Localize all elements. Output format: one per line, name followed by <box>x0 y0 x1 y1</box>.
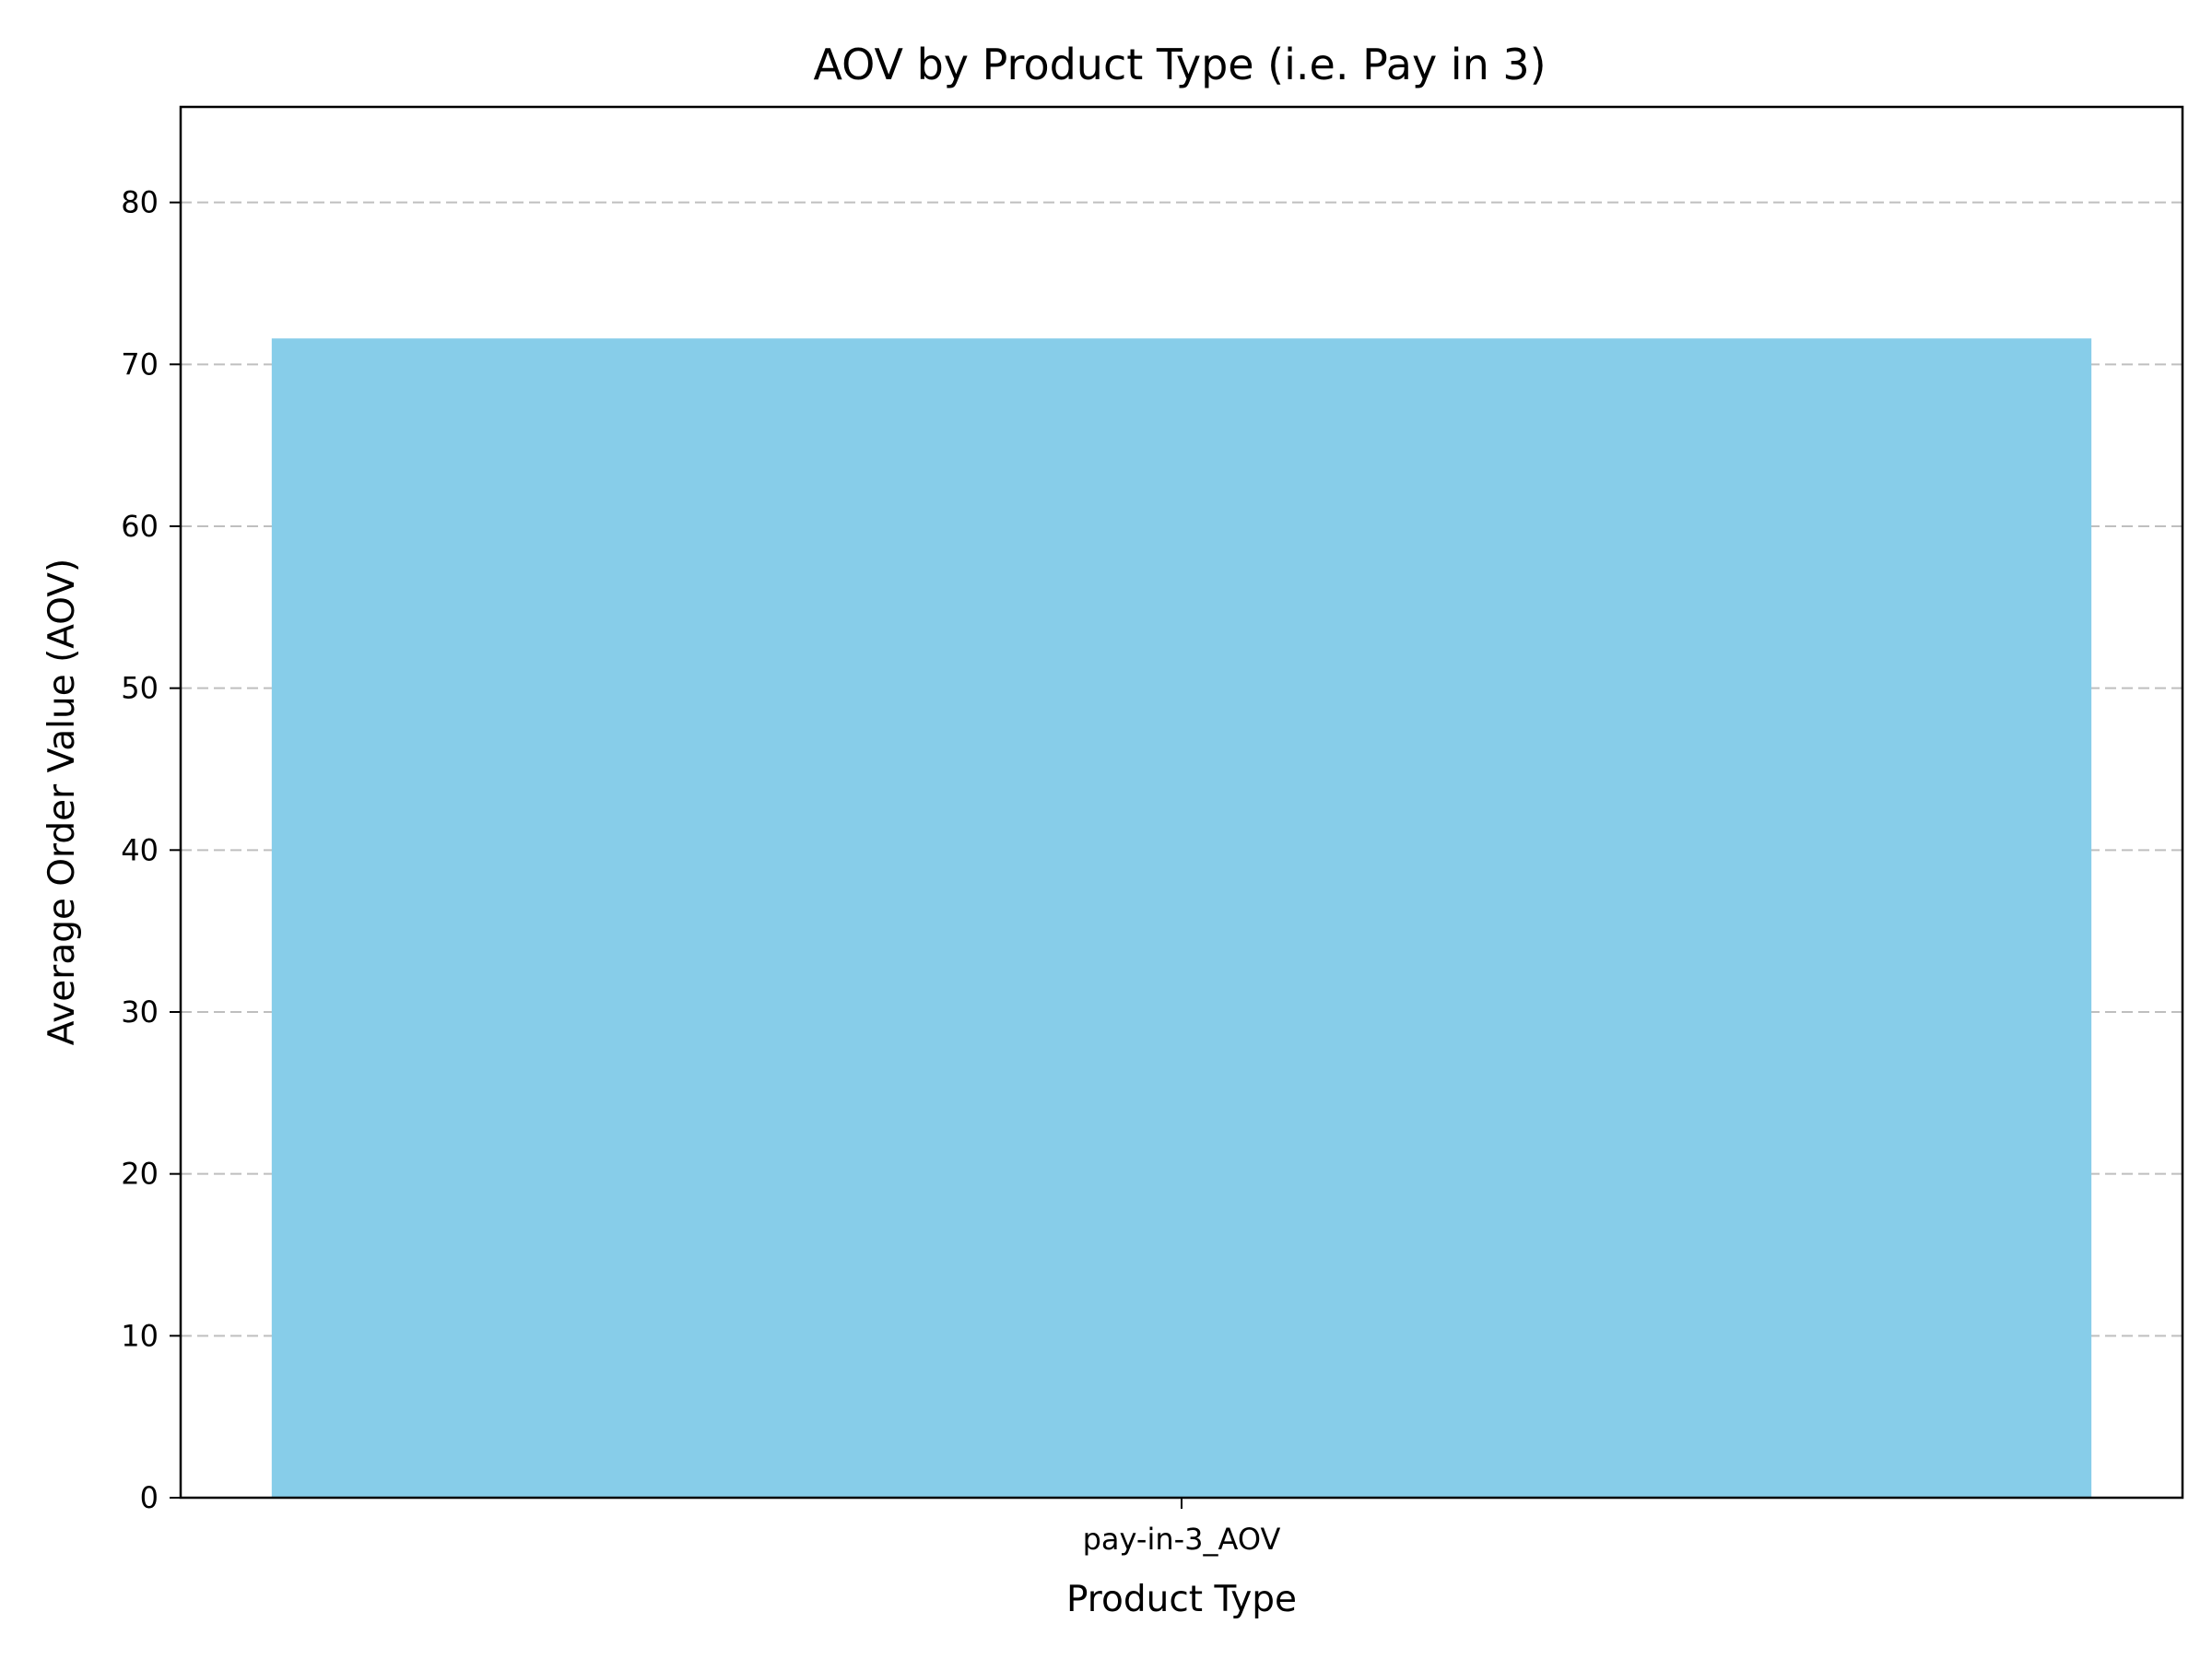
y-axis-label: Average Order Value (AOV) <box>41 559 83 1045</box>
bar <box>271 338 2092 1498</box>
y-tick-label: 80 <box>121 185 159 220</box>
y-tick-label: 70 <box>121 347 159 382</box>
y-tick-label: 20 <box>121 1157 159 1192</box>
chart-title: AOV by Product Type (i.e. Pay in 3) <box>813 40 1546 89</box>
y-tick-label: 60 <box>121 509 159 544</box>
x-axis-label: Product Type <box>1066 1579 1297 1620</box>
bars <box>271 338 2092 1498</box>
y-tick-label: 30 <box>121 994 159 1030</box>
y-tick-label: 10 <box>121 1318 159 1353</box>
x-axis-ticks: pay-in-3_AOV <box>1083 1498 1281 1557</box>
y-tick-label: 0 <box>140 1480 159 1515</box>
y-axis-ticks: 0 10 20 30 40 50 60 70 80 <box>121 185 181 1515</box>
y-tick-label: 50 <box>121 671 159 706</box>
y-tick-label: 40 <box>121 832 159 867</box>
x-tick-label: pay-in-3_AOV <box>1083 1522 1281 1557</box>
